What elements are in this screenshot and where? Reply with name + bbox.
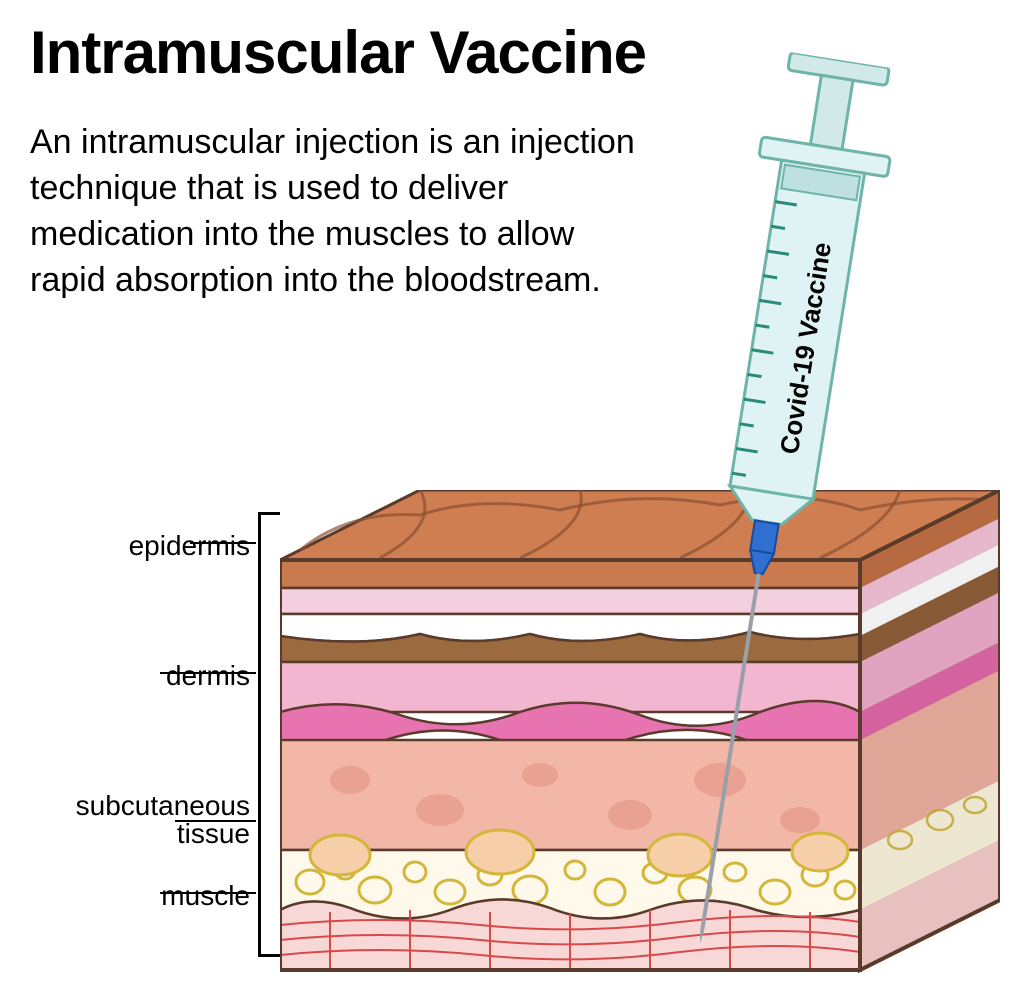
label-muscle: muscle (0, 880, 250, 912)
label-epidermis: epidermis (0, 530, 250, 562)
description-text: An intramuscular injection is an injecti… (30, 120, 650, 304)
label-line-muscle (160, 892, 256, 894)
label-line-epidermis (190, 542, 256, 544)
layer-labels: epidermis dermis subcutaneous tissue mus… (0, 490, 260, 980)
label-line-dermis (160, 672, 256, 674)
layer-bracket (258, 512, 280, 957)
label-subcutaneous-2: tissue (0, 818, 250, 850)
label-line-subcutaneous (175, 820, 256, 822)
page-title: Intramuscular Vaccine (30, 18, 646, 87)
label-dermis: dermis (0, 660, 250, 692)
